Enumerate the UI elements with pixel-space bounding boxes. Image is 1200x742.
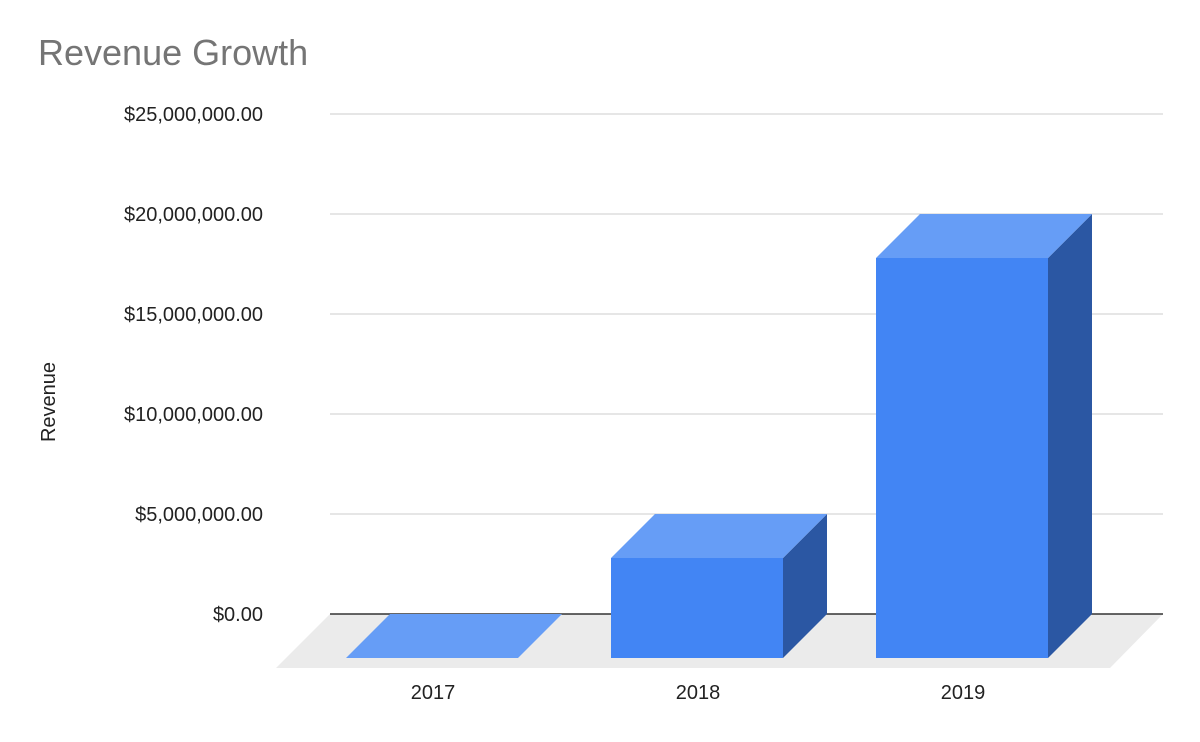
y-axis-title: Revenue [38, 362, 60, 442]
bar [346, 614, 562, 658]
y-tick-label: $20,000,000.00 [124, 204, 263, 226]
bar-side [783, 514, 827, 658]
bar-top [611, 514, 827, 558]
x-tick-label: 2019 [941, 682, 986, 704]
chart-title: Revenue Growth [38, 32, 309, 73]
x-axis-ticks: 2017 2018 2019 [411, 682, 986, 704]
x-tick-label: 2018 [676, 682, 721, 704]
y-tick-label: $15,000,000.00 [124, 304, 263, 326]
bar-top [346, 614, 562, 658]
x-tick-label: 2017 [411, 682, 456, 704]
bar [611, 514, 827, 658]
y-axis-ticks: $0.00 $5,000,000.00 $10,000,000.00 $15,000,… [124, 104, 263, 626]
y-tick-label: $5,000,000.00 [135, 504, 263, 526]
bars [346, 214, 1092, 658]
bar-side [1048, 214, 1092, 658]
bar-top [876, 214, 1092, 258]
bar [876, 214, 1092, 658]
bar-front [611, 558, 783, 658]
bar-front [876, 258, 1048, 658]
y-tick-label: $0.00 [213, 604, 263, 626]
y-tick-label: $25,000,000.00 [124, 104, 263, 126]
y-tick-label: $10,000,000.00 [124, 404, 263, 426]
